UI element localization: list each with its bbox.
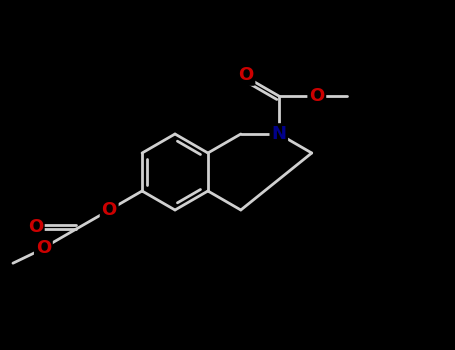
Text: N: N: [271, 125, 286, 143]
Text: O: O: [238, 66, 253, 84]
Text: O: O: [101, 201, 117, 219]
Text: O: O: [36, 239, 51, 257]
Text: O: O: [309, 87, 324, 105]
Text: O: O: [28, 218, 43, 236]
